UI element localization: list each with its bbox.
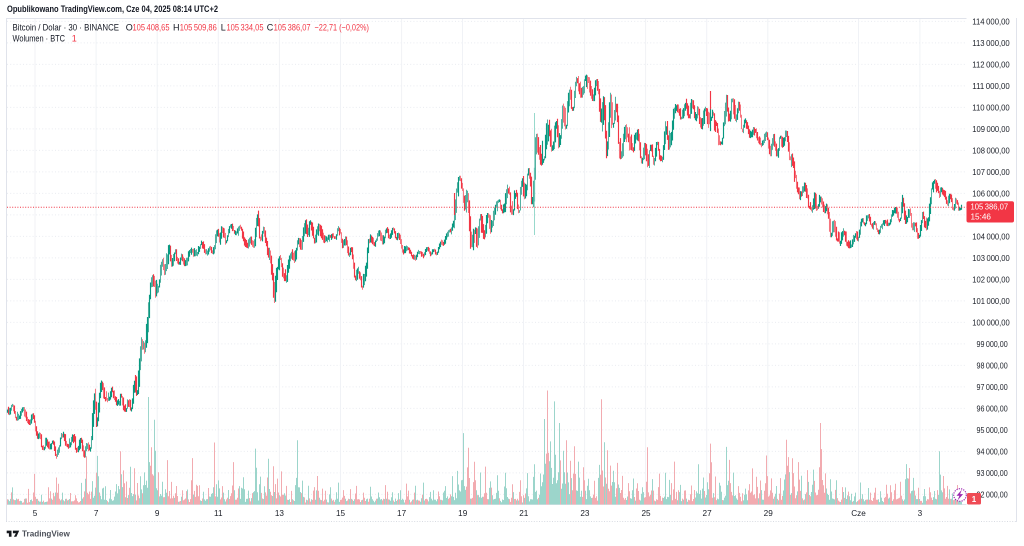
svg-text:C: C	[267, 23, 274, 33]
svg-text:105 408,65: 105 408,65	[133, 23, 170, 33]
svg-text:21: 21	[519, 509, 529, 518]
svg-text:O: O	[126, 23, 133, 33]
svg-text:13: 13	[275, 509, 285, 518]
svg-text:1: 1	[72, 34, 77, 44]
svg-text:102 000,00: 102 000,00	[972, 275, 1010, 284]
svg-text:114 000,00: 114 000,00	[972, 17, 1010, 26]
svg-text:Cze: Cze	[851, 509, 866, 518]
svg-text:92 000,00: 92 000,00	[977, 490, 1009, 499]
svg-text:23: 23	[580, 509, 590, 518]
svg-text:108 000,00: 108 000,00	[972, 146, 1010, 155]
svg-text:3: 3	[918, 509, 923, 518]
svg-text:105 509,86: 105 509,86	[180, 23, 217, 33]
svg-text:94 000,00: 94 000,00	[977, 447, 1009, 456]
svg-text:113 000,00: 113 000,00	[972, 39, 1010, 48]
svg-text:99 000,00: 99 000,00	[977, 340, 1009, 349]
svg-text:105 386,07: 105 386,07	[274, 23, 311, 33]
svg-text:17: 17	[397, 509, 407, 518]
svg-text:−22,71 (−0,02%): −22,71 (−0,02%)	[315, 23, 370, 33]
svg-text:TradingView: TradingView	[22, 530, 71, 539]
svg-text:103 000,00: 103 000,00	[972, 254, 1010, 263]
svg-text:106 000,00: 106 000,00	[972, 189, 1010, 198]
svg-text:15: 15	[336, 509, 346, 518]
svg-text:107 000,00: 107 000,00	[972, 168, 1010, 177]
svg-text:15:46: 15:46	[971, 213, 992, 222]
svg-text:100 000,00: 100 000,00	[972, 318, 1010, 327]
svg-text:95 000,00: 95 000,00	[977, 426, 1009, 435]
svg-text:19: 19	[458, 509, 468, 518]
svg-text:9: 9	[155, 509, 160, 518]
svg-text:25: 25	[641, 509, 651, 518]
svg-text:104 000,00: 104 000,00	[972, 232, 1010, 241]
svg-text:96 000,00: 96 000,00	[977, 404, 1009, 413]
svg-text:105 334,05: 105 334,05	[227, 23, 264, 33]
svg-text:101 000,00: 101 000,00	[972, 297, 1010, 306]
svg-text:98 000,00: 98 000,00	[977, 361, 1009, 370]
svg-text:109 000,00: 109 000,00	[972, 125, 1010, 134]
svg-text:5: 5	[33, 509, 38, 518]
svg-text:97 000,00: 97 000,00	[977, 383, 1009, 392]
svg-text:Opublikowano TradingView.com,: Opublikowano TradingView.com, Cze 04, 20…	[7, 4, 218, 14]
svg-text:29: 29	[764, 509, 774, 518]
svg-text:112 000,00: 112 000,00	[972, 60, 1010, 69]
svg-text:111 000,00: 111 000,00	[972, 82, 1010, 91]
svg-text:7: 7	[94, 509, 99, 518]
svg-text:93 000,00: 93 000,00	[977, 469, 1009, 478]
svg-text:Wolumen · BTC: Wolumen · BTC	[13, 34, 66, 44]
svg-text:110 000,00: 110 000,00	[972, 103, 1010, 112]
svg-text:27: 27	[703, 509, 713, 518]
svg-text:11: 11	[214, 509, 223, 518]
svg-text:105 386,07: 105 386,07	[971, 203, 1009, 212]
svg-text:Bitcoin / Dolar · 30 · BINANCE: Bitcoin / Dolar · 30 · BINANCE	[13, 23, 120, 33]
svg-text:1: 1	[972, 495, 977, 504]
svg-text:L: L	[221, 23, 226, 33]
svg-text:H: H	[173, 23, 180, 33]
